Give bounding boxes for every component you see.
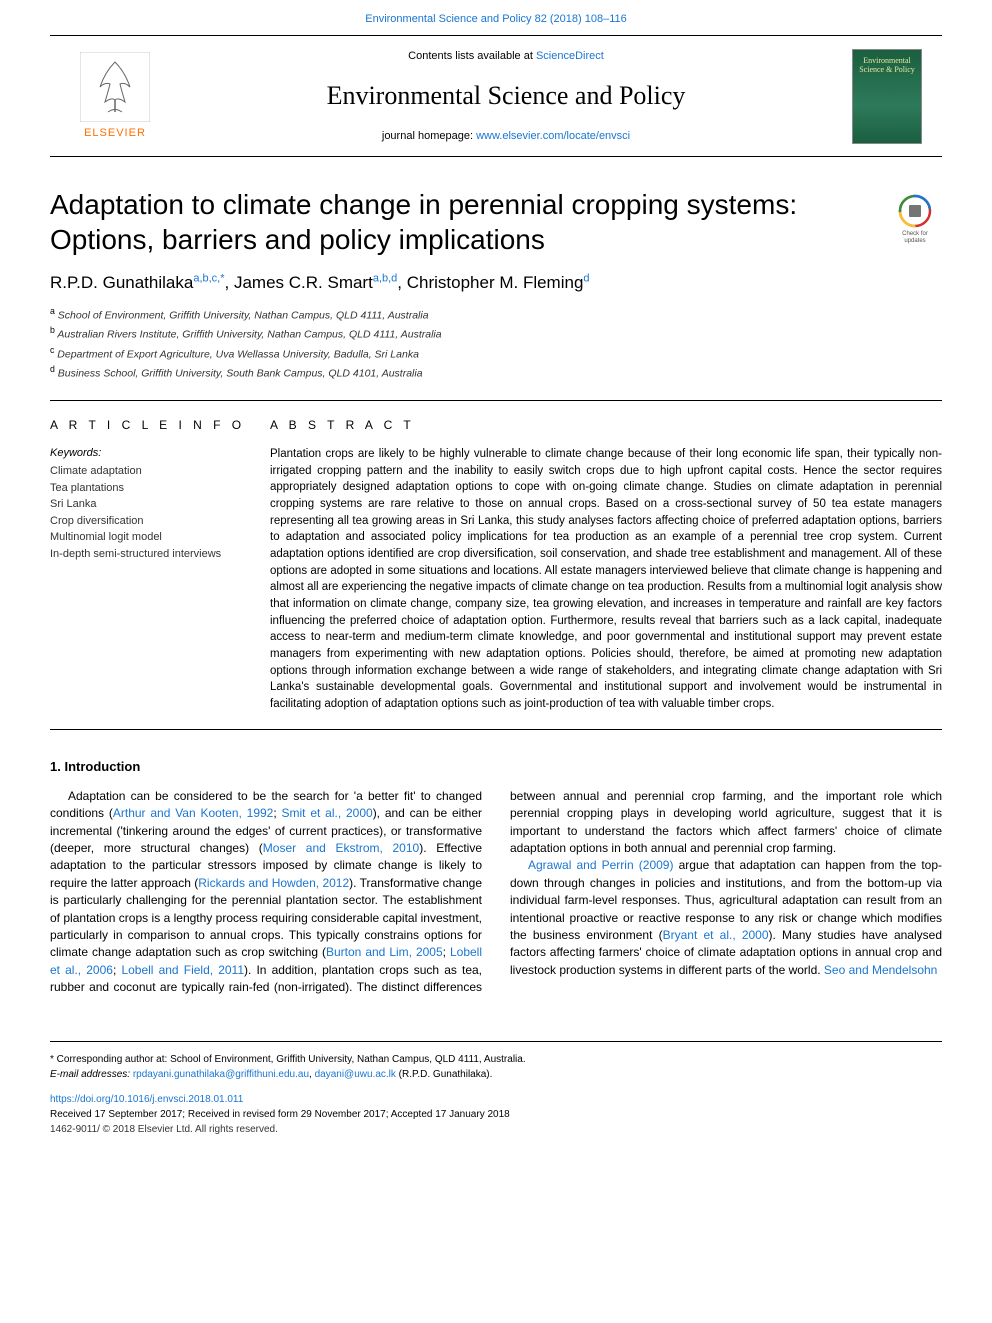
received-line: Received 17 September 2017; Received in …: [50, 1107, 942, 1122]
elsevier-label: ELSEVIER: [84, 126, 146, 141]
sciencedirect-link[interactable]: ScienceDirect: [536, 50, 604, 62]
contents-line: Contents lists available at ScienceDirec…: [180, 49, 832, 64]
keyword-item: Climate adaptation: [50, 463, 246, 480]
authors-line: R.P.D. Gunathilakaa,b,c,*, James C.R. Sm…: [50, 271, 942, 295]
citation-text: Environmental Science and Policy 82 (201…: [365, 13, 627, 25]
introduction-section: 1. Introduction Adaptation can be consid…: [50, 758, 942, 997]
svg-text:updates: updates: [904, 238, 925, 244]
copyright-line: 1462-9011/ © 2018 Elsevier Ltd. All righ…: [50, 1122, 942, 1137]
journal-banner: ELSEVIER Contents lists available at Sci…: [50, 35, 942, 157]
keywords-list: Climate adaptationTea plantationsSri Lan…: [50, 463, 246, 562]
abstract-text: Plantation crops are likely to be highly…: [270, 446, 942, 713]
running-header: Environmental Science and Policy 82 (201…: [0, 0, 992, 35]
footer-block: * Corresponding author at: School of Env…: [50, 1041, 942, 1137]
email-line: E-mail addresses: rpdayani.gunathilaka@g…: [50, 1067, 942, 1082]
keyword-item: Multinomial logit model: [50, 529, 246, 546]
intro-heading: 1. Introduction: [50, 758, 942, 776]
article-info-heading: A R T I C L E I N F O: [50, 417, 246, 434]
affiliations: a School of Environment, Griffith Univer…: [50, 305, 942, 382]
abstract-column: A B S T R A C T Plantation crops are lik…: [270, 417, 942, 713]
email-link-1[interactable]: rpdayani.gunathilaka@griffithuni.edu.au: [133, 1069, 309, 1080]
homepage-link[interactable]: www.elsevier.com/locate/envsci: [476, 130, 630, 142]
keyword-item: In-depth semi-structured interviews: [50, 546, 246, 563]
keyword-item: Crop diversification: [50, 513, 246, 530]
keyword-item: Sri Lanka: [50, 496, 246, 513]
article-info-column: A R T I C L E I N F O Keywords: Climate …: [50, 417, 270, 713]
cover-text: Environmental Science & Policy: [857, 56, 917, 75]
svg-text:Check for: Check for: [902, 231, 928, 237]
article-title: Adaptation to climate change in perennia…: [50, 187, 872, 257]
journal-name: Environmental Science and Policy: [180, 78, 832, 114]
keywords-label: Keywords:: [50, 446, 246, 461]
article-body: Adaptation to climate change in perennia…: [0, 157, 992, 1016]
abstract-heading: A B S T R A C T: [270, 417, 942, 434]
corresponding-author: * Corresponding author at: School of Env…: [50, 1052, 942, 1067]
check-updates-badge[interactable]: Check for updates: [888, 191, 942, 245]
elsevier-logo: ELSEVIER: [70, 46, 160, 146]
intro-columns: Adaptation can be considered to be the s…: [50, 788, 942, 997]
keyword-item: Tea plantations: [50, 480, 246, 497]
homepage-line: journal homepage: www.elsevier.com/locat…: [180, 129, 832, 144]
email-link-2[interactable]: dayani@uwu.ac.lk: [315, 1069, 396, 1080]
doi-link[interactable]: https://doi.org/10.1016/j.envsci.2018.01…: [50, 1094, 243, 1105]
intro-para-2: Agrawal and Perrin (2009) argue that ada…: [510, 857, 942, 979]
title-row: Adaptation to climate change in perennia…: [50, 187, 942, 257]
info-abstract-row: A R T I C L E I N F O Keywords: Climate …: [50, 400, 942, 730]
journal-cover-thumbnail: Environmental Science & Policy: [852, 49, 922, 144]
doi-line: https://doi.org/10.1016/j.envsci.2018.01…: [50, 1092, 942, 1107]
elsevier-tree-icon: [80, 52, 150, 122]
banner-center: Contents lists available at ScienceDirec…: [160, 49, 852, 144]
